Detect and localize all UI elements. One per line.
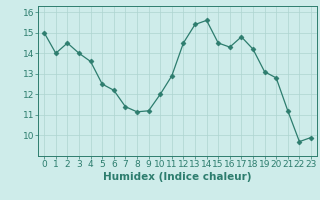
X-axis label: Humidex (Indice chaleur): Humidex (Indice chaleur) xyxy=(103,172,252,182)
